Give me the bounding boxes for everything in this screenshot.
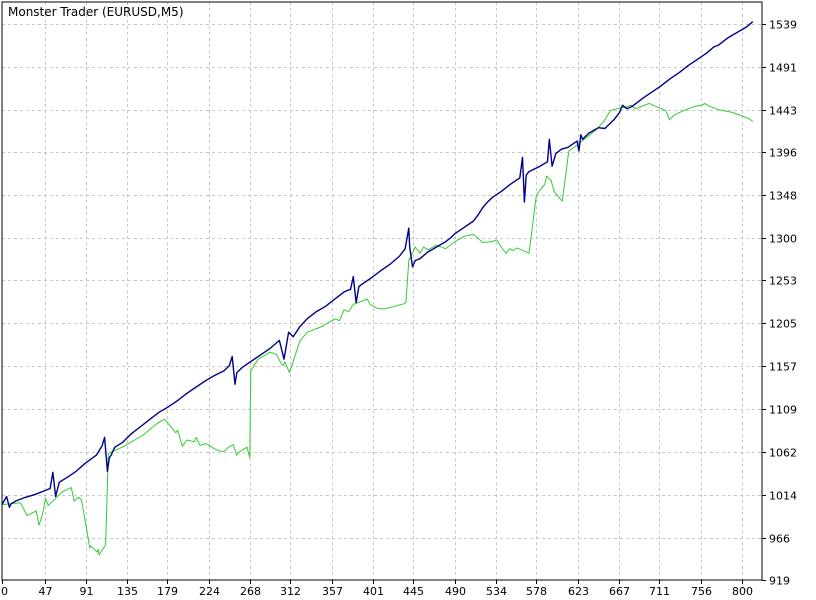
- plot-frame: [1, 1, 763, 581]
- y-axis-ticks: 919 966 1014 1062 1109 1157 1205 1253 1300 1348 13…: [762, 19, 797, 588]
- y-tick-label: 966: [769, 533, 790, 546]
- x-tick-label: 578: [526, 585, 547, 598]
- x-tick-label: 312: [280, 585, 301, 598]
- balance-line: [1, 21, 754, 508]
- y-tick-label: 1443: [769, 105, 797, 118]
- x-tick-label: 623: [568, 585, 589, 598]
- x-axis-ticks: 0 47 91 135 179 224 268 312 357 401 445 490 534 578 62…: [1, 580, 753, 598]
- x-tick-label: 179: [157, 585, 178, 598]
- y-tick-label: 1014: [769, 490, 797, 503]
- y-tick-label: 1157: [769, 361, 797, 374]
- x-tick-label: 490: [445, 585, 466, 598]
- x-tick-label: 0: [1, 585, 8, 598]
- x-tick-label: 667: [609, 585, 630, 598]
- chart-title: Monster Trader (EURUSD,M5): [8, 5, 184, 19]
- y-tick-label: 1539: [769, 19, 797, 32]
- x-tick-label: 47: [39, 585, 53, 598]
- y-tick-label: 1253: [769, 275, 797, 288]
- y-tick-label: 1491: [769, 62, 797, 75]
- y-tick-label: 1205: [769, 318, 797, 331]
- x-tick-label: 268: [240, 585, 261, 598]
- x-tick-label: 224: [199, 585, 220, 598]
- x-tick-label: 401: [363, 585, 384, 598]
- y-tick-label: 1348: [769, 190, 797, 203]
- equity-line: [1, 102, 754, 556]
- y-tick-label: 1109: [769, 404, 797, 417]
- x-tick-label: 756: [691, 585, 712, 598]
- x-tick-label: 91: [80, 585, 94, 598]
- x-tick-label: 534: [486, 585, 507, 598]
- x-tick-label: 800: [732, 585, 753, 598]
- x-tick-label: 357: [322, 585, 343, 598]
- y-tick-label: 1300: [769, 233, 797, 246]
- x-tick-label: 135: [117, 585, 138, 598]
- y-tick-label: 1396: [769, 147, 797, 160]
- grid-lines: [2, 2, 762, 580]
- x-tick-label: 445: [403, 585, 424, 598]
- series-layer: [1, 21, 754, 556]
- y-tick-label: 919: [769, 575, 790, 588]
- x-tick-label: 711: [649, 585, 670, 598]
- y-tick-label: 1062: [769, 447, 797, 460]
